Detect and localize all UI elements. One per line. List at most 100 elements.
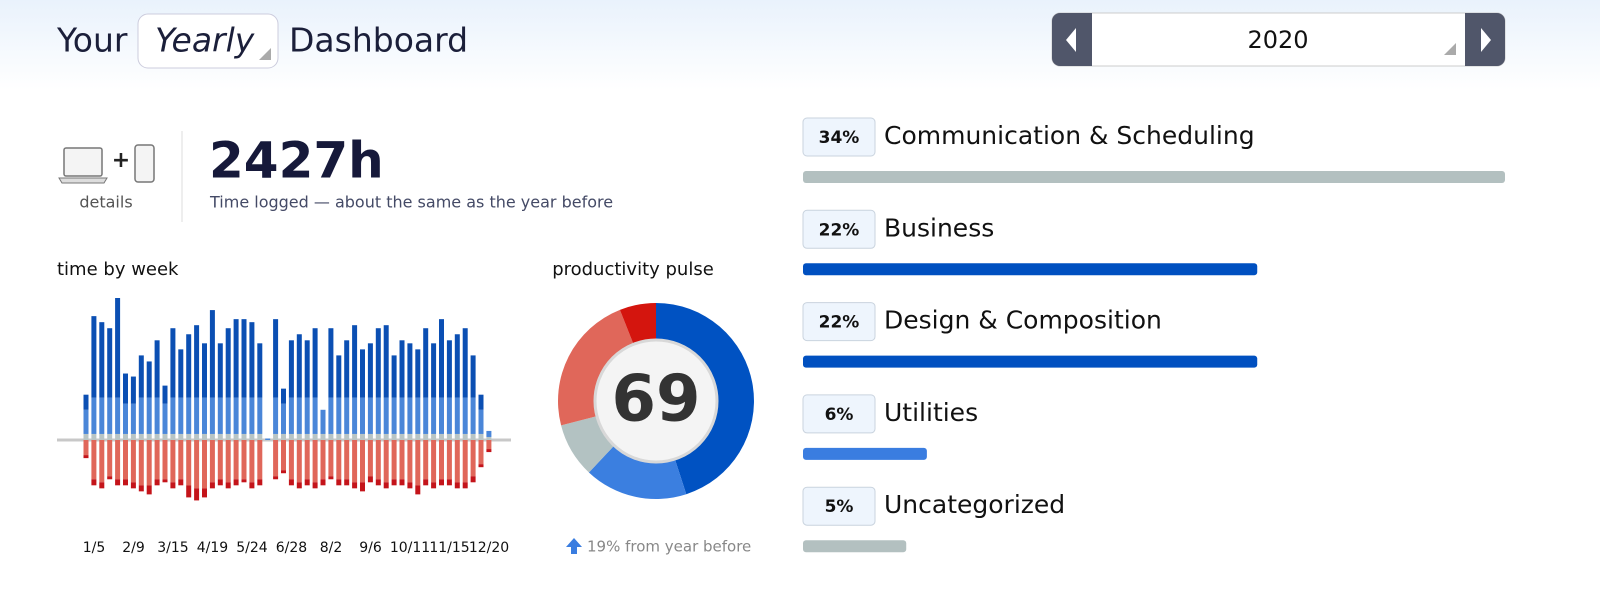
week-bar <box>423 440 429 480</box>
week-bar <box>320 433 326 440</box>
week-bar <box>115 397 121 434</box>
week-bar <box>454 440 460 483</box>
x-tick-label: 10/11 <box>390 540 430 556</box>
pulse-segment <box>558 309 634 426</box>
week-bar <box>415 349 421 398</box>
week-chart: 1/5 2/9 3/15 4/19 5/24 6/28 8/2 9/6 10/11 11/15 12… <box>57 298 511 556</box>
week-bar <box>233 397 239 434</box>
week-bar <box>478 440 484 465</box>
category-name[interactable]: Utilities <box>884 398 978 427</box>
details-link[interactable]: details <box>79 193 132 212</box>
category-bar <box>803 540 907 553</box>
week-bar <box>91 433 97 440</box>
week-bar <box>138 355 144 398</box>
week-bar <box>288 433 294 440</box>
week-bar <box>83 409 89 434</box>
week-bar <box>478 464 484 468</box>
dropdown-box[interactable] <box>137 13 279 69</box>
percent-box <box>802 302 876 342</box>
week-bar <box>360 397 365 434</box>
week-bar <box>320 440 326 480</box>
week-bar <box>249 433 255 440</box>
week-bar <box>91 316 97 398</box>
category-bar <box>803 447 927 460</box>
category-name[interactable]: Business <box>884 213 994 242</box>
week-bar <box>146 397 152 434</box>
week-bar <box>454 334 460 398</box>
week-bar <box>115 433 121 440</box>
week-bar <box>209 482 215 489</box>
title-prefix: Your <box>56 21 128 60</box>
category-bar <box>803 355 1258 368</box>
pulse-score: 69 <box>611 363 700 437</box>
category-name[interactable]: Uncategorized <box>884 490 1065 519</box>
week-bar <box>423 397 429 434</box>
week-bar <box>186 433 192 440</box>
week-bar <box>257 479 263 486</box>
week-bar <box>99 482 105 489</box>
period[interactable]: Yearly <box>155 21 255 60</box>
year[interactable]: 2020 <box>1247 26 1308 54</box>
week-bar <box>478 394 484 410</box>
week-bar <box>99 433 105 440</box>
week-bar <box>217 440 223 480</box>
week-bar <box>431 433 437 440</box>
week-bar <box>446 440 452 480</box>
week-bar <box>233 433 239 440</box>
week-bar <box>194 440 200 489</box>
week-bar <box>217 397 223 434</box>
week-bar <box>391 433 397 440</box>
week-bar <box>328 397 334 434</box>
week-bar <box>352 325 358 398</box>
week-bar <box>470 476 476 483</box>
week-bar <box>383 433 389 440</box>
week-bar <box>304 340 310 398</box>
x-tick-label: 3/15 <box>157 540 188 556</box>
category-name[interactable]: Design & Composition <box>884 306 1162 335</box>
week-bar <box>312 482 318 489</box>
week-bar <box>383 325 389 398</box>
week-bar <box>352 482 358 489</box>
period-dropdown[interactable]: Yearly <box>137 13 279 69</box>
week-bar <box>391 397 397 434</box>
pulse-segment <box>588 446 687 499</box>
category-name[interactable]: Communication & Scheduling <box>884 121 1255 150</box>
week-bar <box>304 397 310 434</box>
week-bar <box>446 340 452 398</box>
week-bar <box>217 479 223 486</box>
week-bar <box>115 440 121 480</box>
week-bar <box>352 440 358 483</box>
week-bar <box>312 328 318 398</box>
week-bar <box>288 440 294 480</box>
week-bar <box>107 476 113 480</box>
week-bar <box>91 397 97 434</box>
week-bar <box>146 433 152 440</box>
week-bar <box>470 355 476 398</box>
week-bar <box>423 328 429 398</box>
week-bar <box>288 397 294 434</box>
device-icon[interactable]: + <box>58 144 155 184</box>
week-bar <box>399 340 405 398</box>
chart-title: time by week <box>57 259 179 280</box>
week-bar <box>336 433 342 440</box>
week-bar <box>138 397 144 434</box>
week-bar <box>423 479 429 486</box>
week-bar <box>367 476 373 483</box>
week-bar <box>439 433 444 440</box>
week-bar <box>162 433 168 440</box>
week-bar <box>146 361 152 398</box>
week-bar <box>91 479 97 486</box>
week-bar <box>407 343 413 398</box>
phone-icon <box>134 144 155 183</box>
week-bar <box>431 482 437 489</box>
plus: + <box>112 148 130 173</box>
week-bar <box>130 482 136 489</box>
week-bar <box>257 343 263 398</box>
week-bar <box>249 440 255 483</box>
percent-label: 22% <box>819 220 860 240</box>
week-bar <box>273 476 279 480</box>
week-bar <box>281 433 286 440</box>
week-bar <box>194 433 200 440</box>
week-bar <box>146 485 152 495</box>
title-suffix: Dashboard <box>289 21 468 60</box>
